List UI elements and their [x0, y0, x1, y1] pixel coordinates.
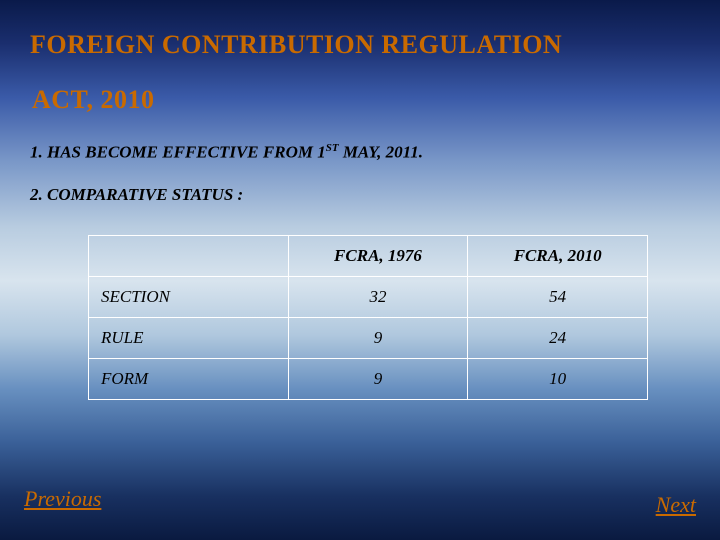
row-val-1976: 9: [288, 359, 468, 400]
comparison-table: FCRA, 1976 FCRA, 2010 SECTION 32 54 RULE…: [88, 235, 648, 400]
row-val-2010: 10: [468, 359, 648, 400]
table-header-col2: FCRA, 2010: [468, 236, 648, 277]
bullet-1-superscript: ST: [326, 142, 339, 154]
row-label: RULE: [89, 318, 289, 359]
next-link[interactable]: Next: [656, 492, 696, 518]
row-label: FORM: [89, 359, 289, 400]
bullet-1: 1. HAS BECOME EFFECTIVE FROM 1ST MAY, 20…: [30, 142, 423, 163]
table-header-row: FCRA, 1976 FCRA, 2010: [89, 236, 648, 277]
table-header-col1: FCRA, 1976: [288, 236, 468, 277]
row-val-1976: 9: [288, 318, 468, 359]
bullet-2: 2. COMPARATIVE STATUS :: [30, 185, 243, 205]
slide-title-line1: FOREIGN CONTRIBUTION REGULATION: [30, 30, 562, 60]
row-val-1976: 32: [288, 277, 468, 318]
table-row: SECTION 32 54: [89, 277, 648, 318]
slide-title-line2: ACT, 2010: [32, 85, 154, 115]
previous-link[interactable]: Previous: [24, 486, 101, 512]
bullet-1-post: MAY, 2011.: [339, 143, 423, 162]
bullet-1-pre: 1. HAS BECOME EFFECTIVE FROM 1: [30, 143, 326, 162]
table-row: FORM 9 10: [89, 359, 648, 400]
table-header-blank: [89, 236, 289, 277]
row-label: SECTION: [89, 277, 289, 318]
table-row: RULE 9 24: [89, 318, 648, 359]
row-val-2010: 54: [468, 277, 648, 318]
row-val-2010: 24: [468, 318, 648, 359]
